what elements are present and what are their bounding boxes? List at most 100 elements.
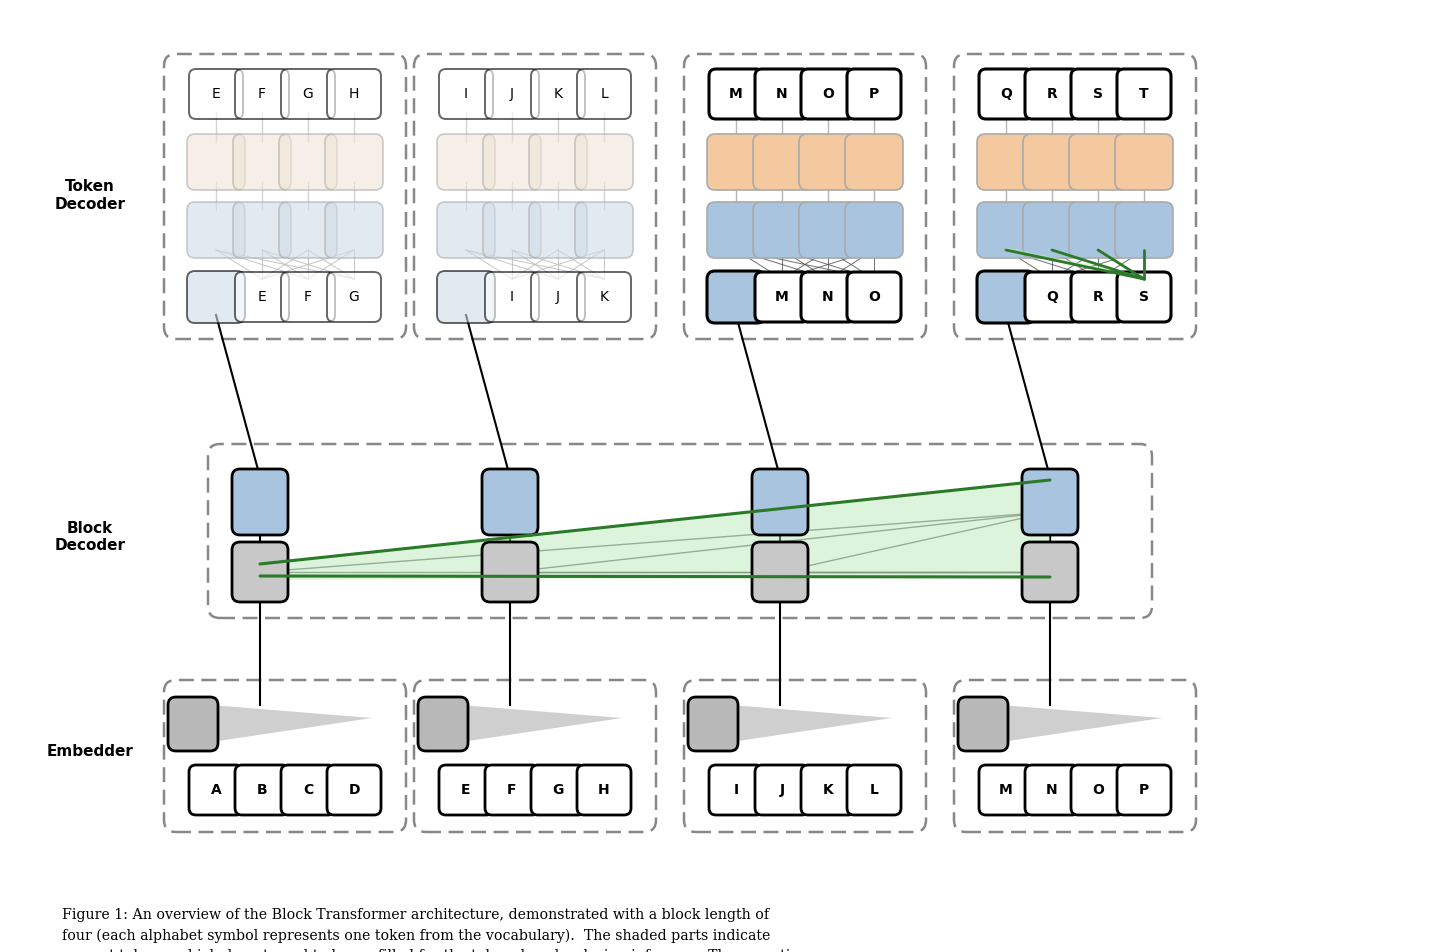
Text: D: D xyxy=(348,783,360,797)
FancyBboxPatch shape xyxy=(802,69,855,119)
Text: K: K xyxy=(599,290,608,304)
FancyBboxPatch shape xyxy=(417,697,467,751)
FancyBboxPatch shape xyxy=(1071,69,1126,119)
FancyBboxPatch shape xyxy=(707,202,764,258)
FancyBboxPatch shape xyxy=(977,202,1035,258)
FancyBboxPatch shape xyxy=(688,697,739,751)
Polygon shape xyxy=(198,704,371,744)
Text: E: E xyxy=(212,87,221,101)
FancyBboxPatch shape xyxy=(281,272,336,322)
FancyBboxPatch shape xyxy=(439,765,493,815)
FancyBboxPatch shape xyxy=(1022,202,1081,258)
Text: F: F xyxy=(258,87,265,101)
Text: I: I xyxy=(465,87,467,101)
FancyBboxPatch shape xyxy=(485,272,539,322)
FancyBboxPatch shape xyxy=(1025,272,1078,322)
Text: Embedder: Embedder xyxy=(46,744,133,760)
Text: K: K xyxy=(823,783,833,797)
FancyBboxPatch shape xyxy=(754,765,809,815)
Text: O: O xyxy=(822,87,835,101)
Text: R: R xyxy=(1093,290,1103,304)
Polygon shape xyxy=(988,704,1162,744)
Text: Figure 1: An overview of the Block Transformer architecture, demonstrated with a: Figure 1: An overview of the Block Trans… xyxy=(62,907,806,952)
Text: Token
Decoder: Token Decoder xyxy=(54,179,126,211)
FancyBboxPatch shape xyxy=(977,271,1035,323)
FancyBboxPatch shape xyxy=(576,69,631,119)
FancyBboxPatch shape xyxy=(232,134,291,190)
Text: S: S xyxy=(1139,290,1149,304)
FancyBboxPatch shape xyxy=(1117,69,1172,119)
FancyBboxPatch shape xyxy=(327,272,381,322)
FancyBboxPatch shape xyxy=(799,134,858,190)
FancyBboxPatch shape xyxy=(326,202,383,258)
FancyBboxPatch shape xyxy=(327,69,381,119)
Text: F: F xyxy=(508,783,516,797)
FancyBboxPatch shape xyxy=(189,765,242,815)
FancyBboxPatch shape xyxy=(753,202,812,258)
Polygon shape xyxy=(447,704,622,744)
Text: E: E xyxy=(462,783,470,797)
FancyBboxPatch shape xyxy=(280,134,337,190)
Text: M: M xyxy=(728,87,743,101)
FancyBboxPatch shape xyxy=(575,134,632,190)
Polygon shape xyxy=(1007,247,1144,279)
Text: N: N xyxy=(776,87,787,101)
FancyBboxPatch shape xyxy=(235,272,290,322)
FancyBboxPatch shape xyxy=(958,697,1008,751)
FancyBboxPatch shape xyxy=(235,69,290,119)
Text: G: G xyxy=(303,87,314,101)
Text: E: E xyxy=(258,290,267,304)
FancyBboxPatch shape xyxy=(979,765,1032,815)
Text: P: P xyxy=(869,87,879,101)
FancyBboxPatch shape xyxy=(707,134,764,190)
FancyBboxPatch shape xyxy=(186,271,245,323)
Text: I: I xyxy=(511,290,513,304)
Text: H: H xyxy=(348,87,358,101)
FancyBboxPatch shape xyxy=(1071,272,1126,322)
Text: M: M xyxy=(776,290,789,304)
Text: O: O xyxy=(1093,783,1104,797)
FancyBboxPatch shape xyxy=(281,69,336,119)
Text: J: J xyxy=(511,87,513,101)
Text: G: G xyxy=(552,783,564,797)
FancyBboxPatch shape xyxy=(1022,542,1078,602)
Text: P: P xyxy=(1139,783,1149,797)
FancyBboxPatch shape xyxy=(232,202,291,258)
FancyBboxPatch shape xyxy=(847,69,901,119)
FancyBboxPatch shape xyxy=(531,69,585,119)
FancyBboxPatch shape xyxy=(531,272,585,322)
FancyBboxPatch shape xyxy=(485,765,539,815)
FancyBboxPatch shape xyxy=(708,765,763,815)
FancyBboxPatch shape xyxy=(751,542,807,602)
FancyBboxPatch shape xyxy=(754,272,809,322)
FancyBboxPatch shape xyxy=(1025,69,1078,119)
Text: L: L xyxy=(599,87,608,101)
Text: J: J xyxy=(556,290,561,304)
FancyBboxPatch shape xyxy=(751,469,807,535)
FancyBboxPatch shape xyxy=(327,765,381,815)
FancyBboxPatch shape xyxy=(482,469,538,535)
FancyBboxPatch shape xyxy=(708,69,763,119)
FancyBboxPatch shape xyxy=(1022,469,1078,535)
FancyBboxPatch shape xyxy=(576,765,631,815)
FancyBboxPatch shape xyxy=(847,272,901,322)
FancyBboxPatch shape xyxy=(1117,272,1172,322)
FancyBboxPatch shape xyxy=(326,134,383,190)
Polygon shape xyxy=(260,480,1050,580)
FancyBboxPatch shape xyxy=(845,202,903,258)
FancyBboxPatch shape xyxy=(1068,134,1127,190)
FancyBboxPatch shape xyxy=(1116,202,1173,258)
Text: S: S xyxy=(1093,87,1103,101)
FancyBboxPatch shape xyxy=(232,469,288,535)
FancyBboxPatch shape xyxy=(186,202,245,258)
FancyBboxPatch shape xyxy=(437,271,495,323)
FancyBboxPatch shape xyxy=(576,272,631,322)
Text: A: A xyxy=(211,783,221,797)
Text: R: R xyxy=(1047,87,1057,101)
FancyBboxPatch shape xyxy=(281,765,336,815)
FancyBboxPatch shape xyxy=(482,542,538,602)
FancyBboxPatch shape xyxy=(1116,134,1173,190)
FancyBboxPatch shape xyxy=(189,69,242,119)
Text: Block
Decoder: Block Decoder xyxy=(54,521,126,553)
FancyBboxPatch shape xyxy=(235,765,290,815)
